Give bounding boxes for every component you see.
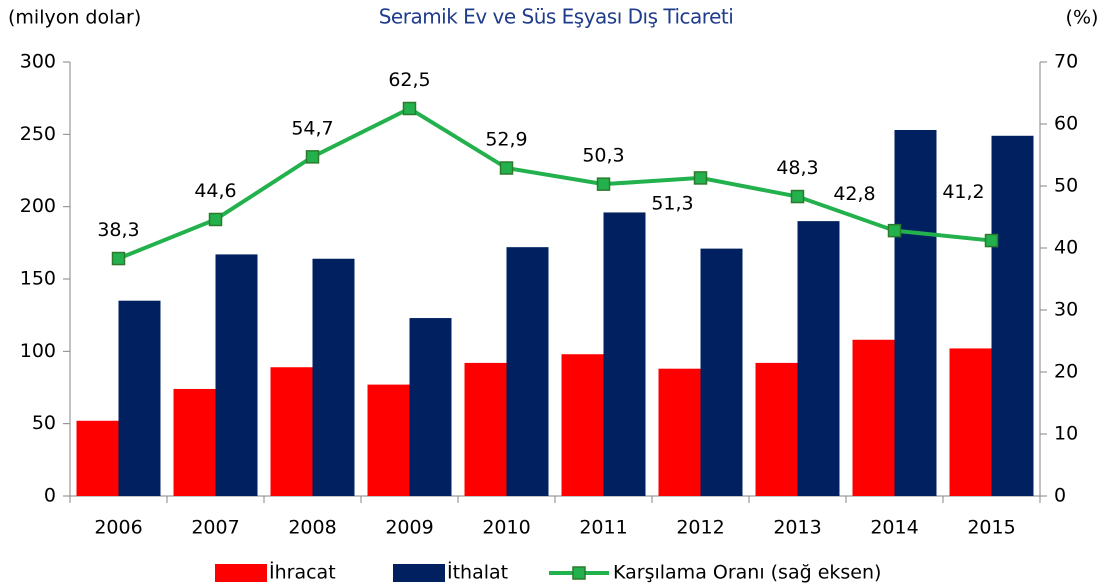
x-tick-label: 2008 <box>288 517 336 539</box>
y2-tick-label: 60 <box>1054 113 1078 135</box>
line <box>117 106 992 261</box>
y-tick-label: 150 <box>20 268 56 290</box>
bar <box>409 318 452 496</box>
marker <box>402 101 417 116</box>
y2-tick-label: 0 <box>1054 485 1066 507</box>
marker <box>208 212 223 227</box>
y2-tick-label: 50 <box>1054 175 1078 197</box>
x-tick-label: 2007 <box>191 517 239 539</box>
legend-label: İthalat <box>447 561 508 584</box>
data-label: 54,7 <box>291 117 333 139</box>
data-label: 44,6 <box>194 180 236 202</box>
data-label: 52,9 <box>485 129 527 151</box>
bar <box>215 254 258 496</box>
marker <box>693 171 708 185</box>
marker <box>499 161 514 175</box>
marker <box>887 223 902 238</box>
x-tick-label: 2009 <box>385 517 433 539</box>
marker <box>790 189 805 204</box>
y2-tick-label: 20 <box>1054 361 1078 383</box>
bar <box>76 420 119 496</box>
x-tick-label: 2011 <box>579 517 627 539</box>
y2-tick-label: 70 <box>1054 51 1078 73</box>
x-tick-label: 2012 <box>676 517 724 539</box>
bar <box>312 258 355 496</box>
x-tick-label: 2014 <box>870 517 918 539</box>
bar <box>658 368 701 496</box>
data-label: 48,3 <box>776 157 818 179</box>
marker <box>596 177 611 191</box>
legend-label: İhracat <box>269 561 336 584</box>
y-tick-label: 300 <box>20 51 56 73</box>
data-label: 51,3 <box>651 192 693 214</box>
x-tick-label: 2006 <box>94 517 142 539</box>
y-tick-label: 100 <box>20 340 56 362</box>
legend-swatch <box>572 566 586 580</box>
data-label: 42,8 <box>833 183 875 205</box>
bar <box>755 362 798 496</box>
data-label: 41,2 <box>942 181 984 203</box>
data-label: 62,5 <box>388 69 430 91</box>
data-label: 50,3 <box>582 145 624 167</box>
legend-swatch <box>393 564 445 582</box>
marker <box>111 251 126 266</box>
bar <box>991 135 1034 496</box>
x-tick-label: 2013 <box>773 517 821 539</box>
y2-tick-label: 40 <box>1054 237 1078 259</box>
bar <box>894 129 937 496</box>
bar <box>561 354 604 496</box>
bar <box>949 348 992 496</box>
y-tick-label: 50 <box>32 412 56 434</box>
bar <box>367 384 410 496</box>
marker <box>305 150 320 164</box>
legend-label: Karşılama Oranı (sağ eksen) <box>613 562 881 584</box>
y2-axis-label: (%) <box>1066 7 1099 29</box>
legend-swatch <box>215 564 267 582</box>
chart-title: Seramik Ev ve Süs Eşyası Dış Ticareti <box>379 5 734 29</box>
bar <box>118 300 161 496</box>
bar <box>797 221 840 496</box>
x-tick-label: 2010 <box>482 517 530 539</box>
bar <box>270 367 313 496</box>
bar <box>700 248 743 496</box>
bar <box>506 247 549 496</box>
y2-tick-label: 10 <box>1054 423 1078 445</box>
y-tick-label: 0 <box>44 485 56 507</box>
bar <box>173 388 216 496</box>
x-tick-label: 2015 <box>967 517 1015 539</box>
bar <box>603 212 646 496</box>
data-label: 38,3 <box>97 219 139 241</box>
y-tick-label: 250 <box>20 123 56 145</box>
bar <box>852 339 895 496</box>
y-axis-label: (milyon dolar) <box>8 7 141 29</box>
marker <box>984 233 999 248</box>
y2-tick-label: 30 <box>1054 299 1078 321</box>
bar <box>464 362 507 496</box>
y-tick-label: 200 <box>20 195 56 217</box>
